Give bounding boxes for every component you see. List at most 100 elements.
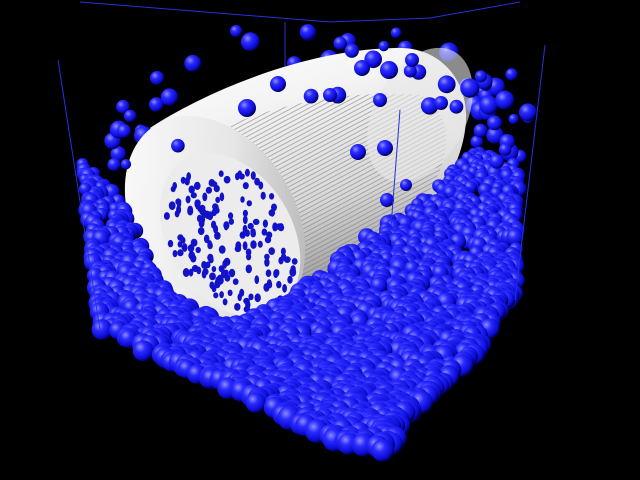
drum-hole (180, 176, 186, 184)
drum-hole (247, 222, 254, 230)
particle (107, 157, 121, 172)
drum-hole (207, 211, 214, 221)
drum-hole (242, 215, 248, 225)
drum-hole (254, 275, 260, 285)
particle (495, 90, 515, 110)
particle (91, 319, 113, 341)
drum-hole (185, 195, 191, 204)
drum-hole (188, 251, 195, 260)
particle (184, 54, 202, 72)
particle (487, 115, 502, 131)
drum-hole (194, 181, 201, 190)
drum-hole (246, 200, 252, 207)
particle (323, 88, 337, 102)
particle (371, 439, 395, 462)
drum-hole (209, 281, 215, 290)
drum-hole (167, 239, 174, 248)
drum-hole (168, 201, 176, 211)
drum-hole (207, 253, 214, 262)
particle (333, 36, 347, 50)
drum-hole (228, 268, 236, 278)
drum-hole (242, 182, 249, 190)
drum-hole (250, 171, 256, 180)
drum-hole (215, 196, 221, 203)
particle (390, 27, 402, 38)
particle (120, 159, 132, 170)
drum-hole (274, 269, 280, 277)
particle (479, 95, 499, 115)
particle (380, 193, 394, 207)
drum-hole (211, 220, 217, 229)
particle (299, 24, 316, 40)
particle (449, 99, 464, 114)
particle (505, 68, 518, 81)
particle (437, 75, 456, 94)
drum-hole (176, 205, 182, 215)
drum-hole (211, 266, 217, 273)
drum-hole (264, 253, 270, 260)
drum-hole (195, 246, 201, 254)
drum-hole (214, 231, 221, 240)
drum-hole (218, 170, 224, 177)
drum-hole (218, 245, 226, 254)
drum-hole (268, 209, 276, 217)
particle (380, 61, 398, 79)
particle (403, 64, 417, 78)
drum-hole (199, 206, 205, 216)
drum-hole (269, 193, 275, 200)
particle (434, 96, 448, 110)
drum-hole (181, 244, 187, 251)
drum-hole (291, 258, 298, 265)
particle (240, 32, 260, 52)
particle (489, 154, 505, 169)
drum-hole (268, 247, 276, 256)
drum-hole (245, 264, 252, 274)
particle (405, 53, 419, 67)
drum-hole (257, 240, 263, 248)
drum-hole (205, 261, 211, 269)
drum-hole (223, 221, 230, 230)
drum-hole (234, 245, 242, 253)
drum-hole (196, 214, 203, 223)
drum-hole (278, 256, 284, 265)
drum-hole (190, 192, 197, 199)
drum-hole (265, 269, 272, 278)
drum-hole (272, 222, 278, 232)
particle (149, 97, 164, 112)
drum-hole (237, 170, 243, 179)
drum-hole (177, 249, 184, 257)
drum-hole (222, 298, 228, 306)
drum-hole (242, 209, 248, 217)
drum-hole (228, 212, 234, 220)
particle (470, 135, 484, 148)
drum-hole (217, 276, 224, 285)
particle (270, 76, 286, 92)
particle (420, 97, 439, 115)
drum-hole (203, 234, 210, 244)
particle (373, 93, 387, 107)
drum-hole (219, 192, 225, 202)
particle (506, 228, 524, 246)
particle (132, 340, 154, 362)
drum-hole (205, 186, 213, 194)
drum-hole (184, 177, 190, 186)
drum-hole (242, 241, 248, 251)
drum-hole (218, 265, 224, 273)
drum-hole (262, 219, 268, 228)
drum-hole (250, 240, 257, 249)
particle (238, 99, 256, 117)
drum-hole (254, 177, 260, 186)
drum-hole (223, 175, 231, 184)
particle (486, 126, 504, 144)
drum-hole (201, 270, 207, 279)
particle (460, 78, 480, 98)
drum-hole (246, 253, 252, 261)
particle (344, 43, 359, 58)
particle-pile (76, 146, 527, 462)
drum-hole (252, 218, 260, 225)
drum-hole (278, 223, 284, 230)
drum-hole (248, 293, 254, 301)
drum-hole (197, 227, 205, 236)
